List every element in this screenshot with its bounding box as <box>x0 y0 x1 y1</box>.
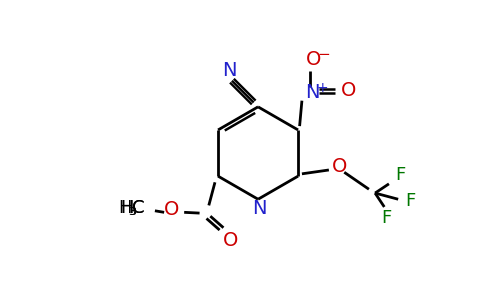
Text: H: H <box>121 200 134 217</box>
Text: O: O <box>164 200 180 219</box>
Text: F: F <box>406 192 416 210</box>
Text: O: O <box>306 50 321 69</box>
Text: F: F <box>381 209 392 227</box>
Text: N: N <box>252 199 267 218</box>
Text: O: O <box>332 158 348 176</box>
Text: H: H <box>118 200 132 217</box>
Text: −: − <box>317 47 330 62</box>
Text: O: O <box>341 81 357 100</box>
Text: N: N <box>222 61 237 80</box>
Text: 3: 3 <box>129 207 136 217</box>
Text: 3: 3 <box>128 207 135 217</box>
Text: C: C <box>132 200 144 217</box>
Text: C: C <box>133 200 145 217</box>
Text: F: F <box>395 166 406 184</box>
Text: N: N <box>305 83 320 103</box>
Text: O: O <box>223 231 238 250</box>
Text: +: + <box>316 81 328 95</box>
